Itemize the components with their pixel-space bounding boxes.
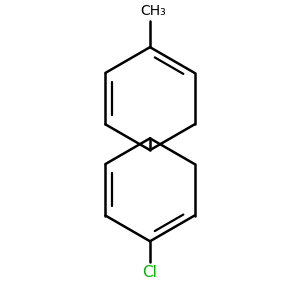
Text: Cl: Cl: [142, 265, 158, 280]
Text: CH₃: CH₃: [140, 4, 166, 18]
